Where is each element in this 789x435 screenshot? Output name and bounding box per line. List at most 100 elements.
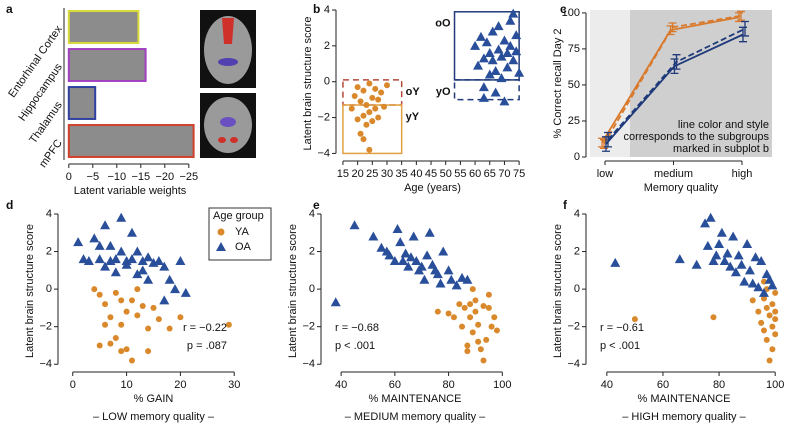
- x-tick-label: −25: [179, 171, 198, 183]
- point: [375, 96, 382, 103]
- point: [485, 304, 492, 311]
- point: [760, 327, 767, 334]
- x-tick-label: 60: [469, 168, 481, 180]
- point: [772, 308, 779, 315]
- x-tick-label: high: [732, 168, 753, 180]
- point: [83, 255, 94, 265]
- point: [610, 257, 621, 267]
- point: [481, 37, 492, 47]
- background-high: [630, 10, 772, 157]
- point: [700, 218, 711, 228]
- point: [145, 325, 152, 332]
- point: [89, 233, 100, 243]
- point: [137, 255, 148, 265]
- brain-region: [222, 18, 234, 44]
- x-tick-label: −15: [131, 171, 150, 183]
- y-tick-label: 2: [46, 245, 52, 257]
- point: [354, 116, 361, 123]
- point: [375, 114, 382, 121]
- x-tick-label: 30: [381, 168, 393, 180]
- point: [366, 146, 373, 153]
- brain-region: [220, 117, 236, 127]
- x-tick-label: −5: [87, 171, 100, 183]
- point: [487, 55, 498, 65]
- point: [485, 291, 492, 298]
- point: [357, 98, 364, 105]
- point: [134, 286, 141, 293]
- point: [132, 246, 143, 256]
- point: [457, 272, 468, 282]
- point: [137, 265, 148, 275]
- point: [763, 304, 770, 311]
- point: [483, 336, 490, 343]
- point: [716, 227, 727, 237]
- point: [145, 348, 152, 355]
- legend-label: OA: [235, 241, 252, 253]
- brain-images: [200, 10, 256, 158]
- point: [499, 35, 510, 45]
- bar: [67, 124, 195, 158]
- point: [702, 240, 713, 250]
- point: [397, 255, 408, 265]
- point: [128, 297, 135, 304]
- point: [766, 357, 773, 364]
- point: [744, 265, 755, 275]
- y-tick-label: −4: [39, 358, 52, 370]
- point: [400, 248, 411, 258]
- point: [514, 67, 525, 77]
- point: [461, 304, 468, 311]
- x-tick-label: 50: [440, 168, 452, 180]
- x-axis-label: Memory quality: [644, 182, 719, 194]
- point: [445, 310, 452, 317]
- stat-text: r = −0.61: [600, 322, 644, 334]
- point: [499, 96, 510, 106]
- y-tick-label: −2: [302, 321, 315, 333]
- point: [511, 46, 522, 56]
- point: [484, 48, 495, 58]
- point: [756, 255, 767, 265]
- x-axis-sublabel: – MEDIUM memory quality –: [345, 411, 486, 423]
- y-tick-label: −4: [567, 358, 580, 370]
- point: [742, 239, 753, 249]
- point: [446, 274, 457, 284]
- x-tick-label: 55: [454, 168, 466, 180]
- x-axis-label: Latent variable weights: [74, 185, 187, 197]
- y-tick-label: −4: [317, 147, 330, 159]
- point: [763, 336, 770, 343]
- point: [384, 250, 395, 260]
- point: [502, 62, 513, 72]
- legend-marker: [217, 228, 225, 236]
- x-tick-label: 20: [351, 168, 363, 180]
- x-tick-label: 25: [366, 168, 378, 180]
- point: [769, 346, 776, 353]
- x-tick-label: 100: [493, 379, 511, 391]
- point: [116, 212, 127, 222]
- point: [443, 265, 454, 275]
- stat-text: r = −0.22: [183, 322, 227, 334]
- point: [475, 31, 486, 41]
- point: [94, 254, 105, 264]
- point: [110, 254, 121, 264]
- point: [708, 255, 719, 265]
- point: [366, 80, 373, 87]
- point: [478, 92, 489, 102]
- x-tick-label: 75: [513, 168, 525, 180]
- y-tick-label: 100: [562, 7, 580, 19]
- point: [91, 286, 98, 293]
- y-axis-label: Latent brain structure score: [552, 224, 564, 358]
- point: [96, 291, 103, 298]
- point: [484, 69, 495, 79]
- point: [78, 254, 89, 264]
- x-tick-label: 30: [228, 379, 240, 391]
- y-tick-label: 0: [324, 76, 330, 88]
- point: [389, 255, 400, 265]
- point: [372, 85, 379, 92]
- point: [102, 321, 109, 328]
- error-bar: [741, 20, 749, 37]
- point: [767, 280, 778, 290]
- point: [424, 227, 435, 237]
- point: [360, 112, 367, 119]
- brain-region: [230, 137, 238, 143]
- y-axis-label: Latent brain structure score: [302, 17, 314, 151]
- brain-region: [218, 137, 226, 143]
